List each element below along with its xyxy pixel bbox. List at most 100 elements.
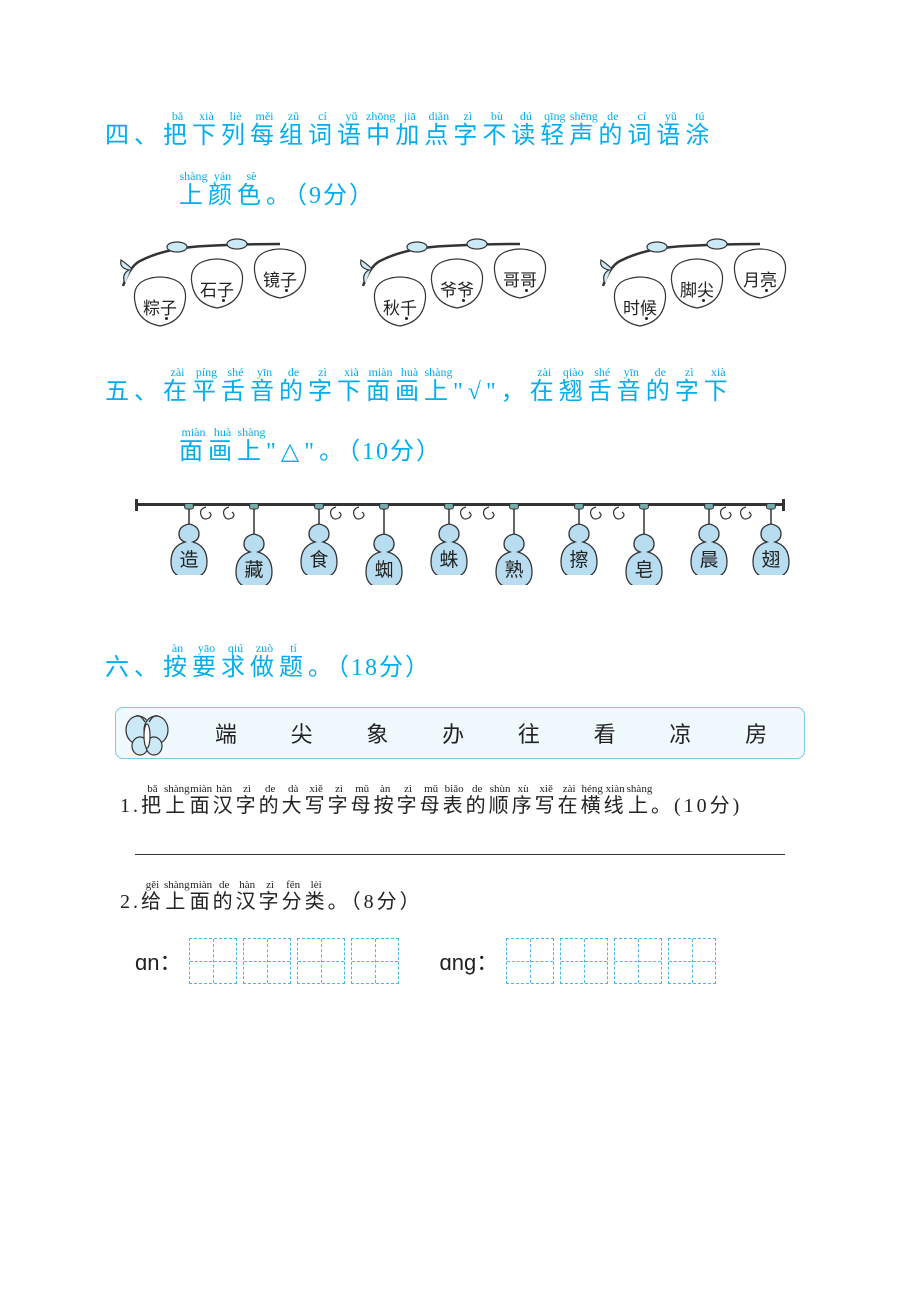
char: 字zì [453, 123, 482, 149]
writing-box[interactable] [351, 938, 399, 984]
answer-line[interactable] [135, 854, 785, 855]
emphasis-dot [765, 289, 768, 292]
char: 上shàng [179, 183, 208, 209]
char: 的de [213, 891, 236, 913]
classify-an: ɑn： [135, 938, 399, 984]
writing-box[interactable] [506, 938, 554, 984]
char: 汉hàn [213, 795, 236, 817]
emphasis-dot [165, 317, 168, 320]
vine-curl-icon [478, 505, 500, 525]
char: 表biǎo [443, 795, 466, 817]
flower-text: 粽子 [130, 294, 190, 319]
flower-group: 秋千 爷爷 哥哥 [355, 236, 565, 321]
list-char: 凉 [669, 717, 691, 749]
char: 按àn [163, 655, 192, 681]
section6-points: （18分） [337, 655, 431, 681]
char: 写xiě [305, 795, 328, 817]
flower-item[interactable]: 镜子 [250, 246, 310, 301]
q1-num: 1. [120, 795, 141, 817]
char: 在zài [163, 379, 192, 405]
flower-item[interactable]: 秋千 [370, 274, 430, 329]
gourd-char: 藏 [230, 555, 278, 582]
flower-item[interactable]: 爷爷 [427, 256, 487, 311]
writing-box[interactable] [243, 938, 291, 984]
writing-box[interactable] [189, 938, 237, 984]
vine-curl-icon [608, 505, 630, 525]
char: 声shēng [569, 123, 598, 149]
char: 音yīn [617, 379, 646, 405]
vine-curl-icon [195, 505, 217, 525]
char: 每měi [250, 123, 279, 149]
char: 横héng [581, 795, 604, 817]
section5-points: （10分） [348, 439, 442, 465]
section4-points: （9分） [295, 183, 375, 209]
period: 。 [319, 439, 348, 465]
char: 面miàn [366, 379, 395, 405]
writing-box[interactable] [614, 938, 662, 984]
flower-item[interactable]: 脚尖 [667, 256, 727, 311]
list-char: 往 [518, 717, 540, 749]
char: 音yīn [250, 379, 279, 405]
writing-box[interactable] [668, 938, 716, 984]
char: 的de [598, 123, 627, 149]
char-list: 端尖象办往看凉房 [178, 717, 804, 749]
flower-item[interactable]: 月亮 [730, 246, 790, 301]
flower-item[interactable]: 哥哥 [490, 246, 550, 301]
char: 字zì [397, 795, 420, 817]
gourd-char: 食 [295, 545, 343, 572]
section6-num: 六、 [105, 649, 163, 687]
char: 词cí [627, 123, 656, 149]
flower-item[interactable]: 时候 [610, 274, 670, 329]
vine-curl-icon [348, 505, 370, 525]
emphasis-dot [222, 299, 225, 302]
section6-header: 六、按àn要yāo求qiú做zuò题tí。（18分） [105, 642, 815, 687]
vine-curl-icon [735, 505, 757, 525]
flower-text: 月亮 [730, 266, 790, 291]
flower-text: 石子 [187, 276, 247, 301]
char: 字zì [259, 891, 282, 913]
list-char: 端 [215, 717, 237, 749]
writing-box[interactable] [297, 938, 345, 984]
writing-box[interactable] [560, 938, 608, 984]
flower-item[interactable]: 粽子 [130, 274, 190, 329]
char: 在zài [530, 379, 559, 405]
list-char: 办 [442, 717, 464, 749]
vine-curl-icon [325, 505, 347, 525]
check-symbol: "√" [453, 379, 501, 405]
flower-text: 时候 [610, 294, 670, 319]
char: 母mǔ [351, 795, 374, 817]
char: 写xiě [535, 795, 558, 817]
char: 点diǎn [424, 123, 453, 149]
classify-ang: ɑnɡ： [439, 938, 716, 984]
section5-header: 五、在zài平píng舌shé音yīn的de字zì下xià面miàn画huà上s… [105, 366, 815, 411]
flower-text: 秋千 [370, 294, 430, 319]
char: 分fēn [282, 891, 305, 913]
char: 面miàn [190, 891, 213, 913]
list-char: 象 [366, 717, 388, 749]
flower-group: 时候 脚尖 月亮 [595, 236, 805, 321]
q2-points: （8分） [351, 891, 423, 913]
classify-row: ɑn： ɑnɡ： [135, 938, 815, 984]
char: 字zì [308, 379, 337, 405]
flower-item[interactable]: 石子 [187, 256, 247, 311]
flower-text: 镜子 [250, 266, 310, 291]
section4-num: 四、 [105, 117, 163, 155]
comma: ， [501, 379, 530, 405]
label-ang: ɑnɡ： [439, 945, 498, 977]
flower-text: 哥哥 [490, 266, 550, 291]
question2: 2.给gěi上shàng面miàn的de汉hàn字zì分fēn类lèi。（8分） [120, 879, 815, 914]
char: 词cí [308, 123, 337, 149]
char: 类lèi [305, 891, 328, 913]
char: 的de [279, 379, 308, 405]
q1-points: (10分) [674, 795, 742, 817]
char: 上shàng [164, 891, 190, 913]
vine-curl-icon [585, 505, 607, 525]
char: 翘qiào [559, 379, 588, 405]
char: 下xià [704, 379, 733, 405]
char: 颜yán [208, 183, 237, 209]
char: 加jiā [395, 123, 424, 149]
char: 中zhōng [366, 123, 395, 149]
char: 上shàng [237, 439, 266, 465]
char: 把bǎ [163, 123, 192, 149]
char: 色sè [237, 183, 266, 209]
